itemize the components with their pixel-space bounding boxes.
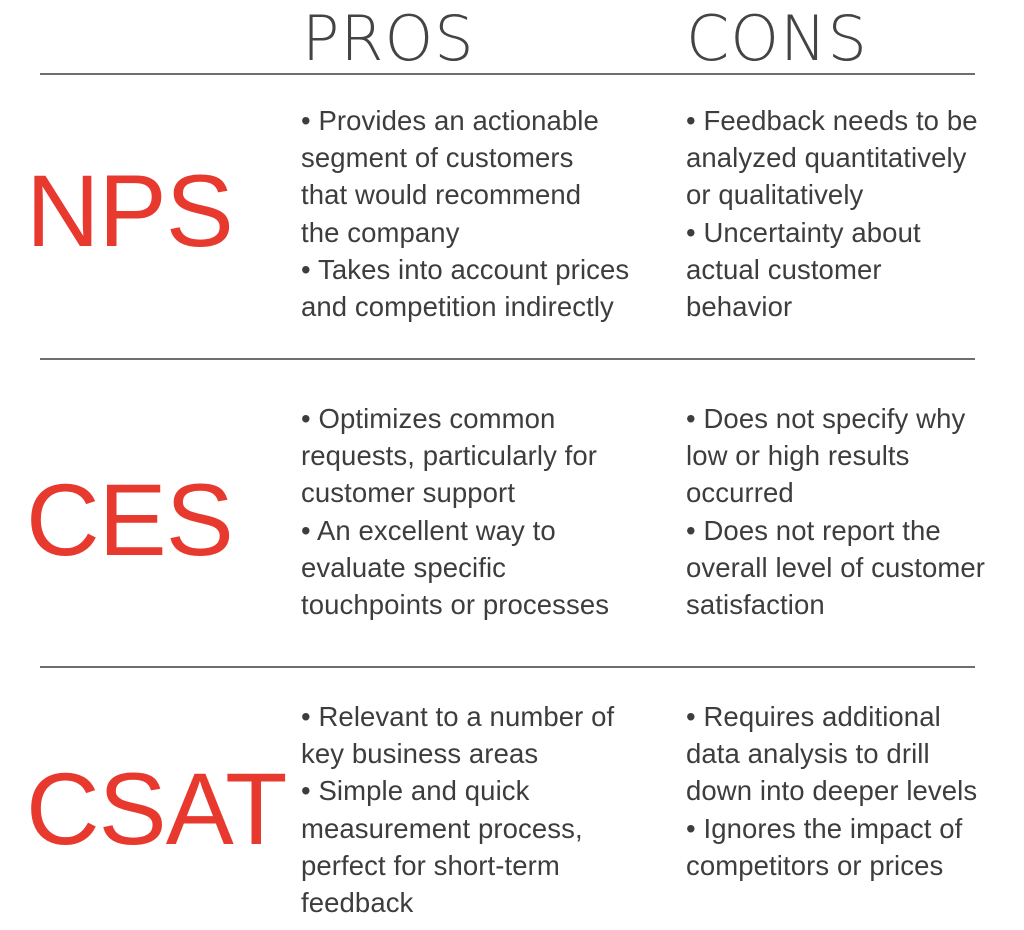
ces-pro-point: • An excellent way to evaluate specific …	[301, 514, 610, 621]
ces-pro-point: • Optimizes common requests, particularl…	[301, 403, 598, 509]
metric-label-nps: NPS	[26, 154, 234, 268]
metric-label-ces: CES	[26, 463, 234, 577]
ces-cons-cell: • Does not specify why low or high resul…	[686, 400, 1021, 623]
pros-column-header: PROS	[302, 2, 475, 75]
metric-label-csat: CSAT	[26, 752, 287, 866]
nps-pro-point: • Provides an actionable segment of cust…	[301, 105, 599, 248]
nps-con-point: • Feedback needs to be analyzed quantita…	[686, 105, 978, 211]
nps-cons-cell: • Feedback needs to be analyzed quantita…	[686, 102, 1021, 325]
row-divider-ces-csat	[40, 666, 975, 668]
nps-con-point: • Uncertainty about actual customer beha…	[686, 216, 921, 323]
row-divider-nps-ces	[40, 358, 975, 360]
csat-cons-cell: • Requires additional data analysis to d…	[686, 698, 1021, 884]
ces-con-point: • Does not specify why low or high resul…	[686, 403, 966, 509]
nps-pros-cell: • Provides an actionable segment of cust…	[301, 102, 701, 325]
csat-pro-point: • Simple and quick measurement process, …	[301, 775, 583, 919]
csat-con-point: • Requires additional data analysis to d…	[686, 701, 978, 807]
ces-con-point: • Does not report the overall level of c…	[686, 514, 986, 621]
ces-pros-cell: • Optimizes common requests, particularl…	[301, 400, 701, 623]
csat-con-point: • Ignores the impact of competitors or p…	[686, 812, 963, 881]
csat-pro-point: • Relevant to a number of key business a…	[301, 701, 615, 770]
csat-pros-cell: • Relevant to a number of key business a…	[301, 698, 701, 921]
nps-pro-point: • Takes into account prices and competit…	[301, 253, 630, 323]
cons-column-header: CONS	[686, 2, 868, 75]
header-divider	[40, 73, 975, 75]
